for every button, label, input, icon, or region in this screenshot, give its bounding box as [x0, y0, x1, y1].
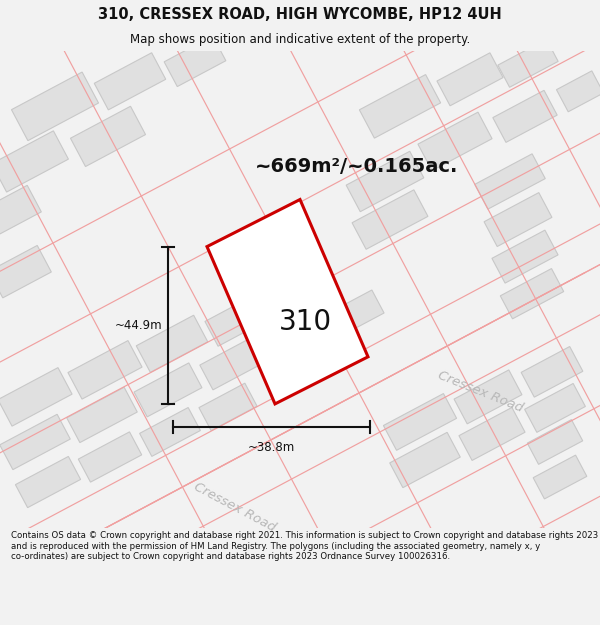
Polygon shape	[524, 384, 586, 432]
Polygon shape	[498, 39, 558, 88]
Polygon shape	[500, 269, 564, 319]
Polygon shape	[493, 91, 557, 142]
Polygon shape	[0, 246, 52, 298]
Polygon shape	[78, 432, 142, 482]
Polygon shape	[11, 72, 98, 141]
Polygon shape	[521, 346, 583, 397]
Polygon shape	[352, 190, 428, 249]
Text: ~44.9m: ~44.9m	[115, 319, 162, 332]
Polygon shape	[199, 383, 257, 431]
Polygon shape	[454, 370, 522, 424]
Polygon shape	[459, 408, 525, 461]
Polygon shape	[437, 52, 503, 106]
Polygon shape	[0, 131, 68, 192]
Polygon shape	[326, 290, 384, 338]
Polygon shape	[68, 341, 142, 399]
Polygon shape	[134, 363, 202, 417]
Text: ~669m²/~0.165ac.: ~669m²/~0.165ac.	[255, 157, 458, 176]
Polygon shape	[136, 315, 208, 372]
Text: Cressex Road: Cressex Road	[436, 369, 524, 415]
Polygon shape	[533, 455, 587, 499]
Polygon shape	[140, 408, 200, 456]
Polygon shape	[556, 71, 600, 112]
Polygon shape	[70, 106, 146, 166]
Polygon shape	[164, 36, 226, 87]
Polygon shape	[0, 368, 72, 426]
Polygon shape	[94, 52, 166, 110]
Text: Map shows position and indicative extent of the property.: Map shows position and indicative extent…	[130, 34, 470, 46]
Text: Contains OS data © Crown copyright and database right 2021. This information is : Contains OS data © Crown copyright and d…	[11, 531, 598, 561]
Polygon shape	[346, 151, 424, 212]
Polygon shape	[492, 230, 558, 283]
Polygon shape	[67, 388, 137, 442]
Polygon shape	[0, 186, 41, 238]
Polygon shape	[359, 74, 440, 138]
Text: ~38.8m: ~38.8m	[248, 441, 295, 454]
Polygon shape	[475, 154, 545, 209]
Polygon shape	[390, 432, 460, 488]
Polygon shape	[527, 419, 583, 464]
Polygon shape	[0, 414, 70, 469]
Polygon shape	[207, 199, 368, 404]
Text: Cressex Road: Cressex Road	[192, 480, 278, 534]
Polygon shape	[200, 338, 264, 390]
Polygon shape	[484, 192, 552, 246]
Text: 310: 310	[278, 308, 332, 336]
Polygon shape	[418, 112, 492, 171]
Text: 310, CRESSEX ROAD, HIGH WYCOMBE, HP12 4UH: 310, CRESSEX ROAD, HIGH WYCOMBE, HP12 4U…	[98, 7, 502, 22]
Polygon shape	[16, 456, 80, 508]
Polygon shape	[383, 394, 457, 450]
Polygon shape	[265, 313, 326, 362]
Polygon shape	[205, 293, 271, 346]
